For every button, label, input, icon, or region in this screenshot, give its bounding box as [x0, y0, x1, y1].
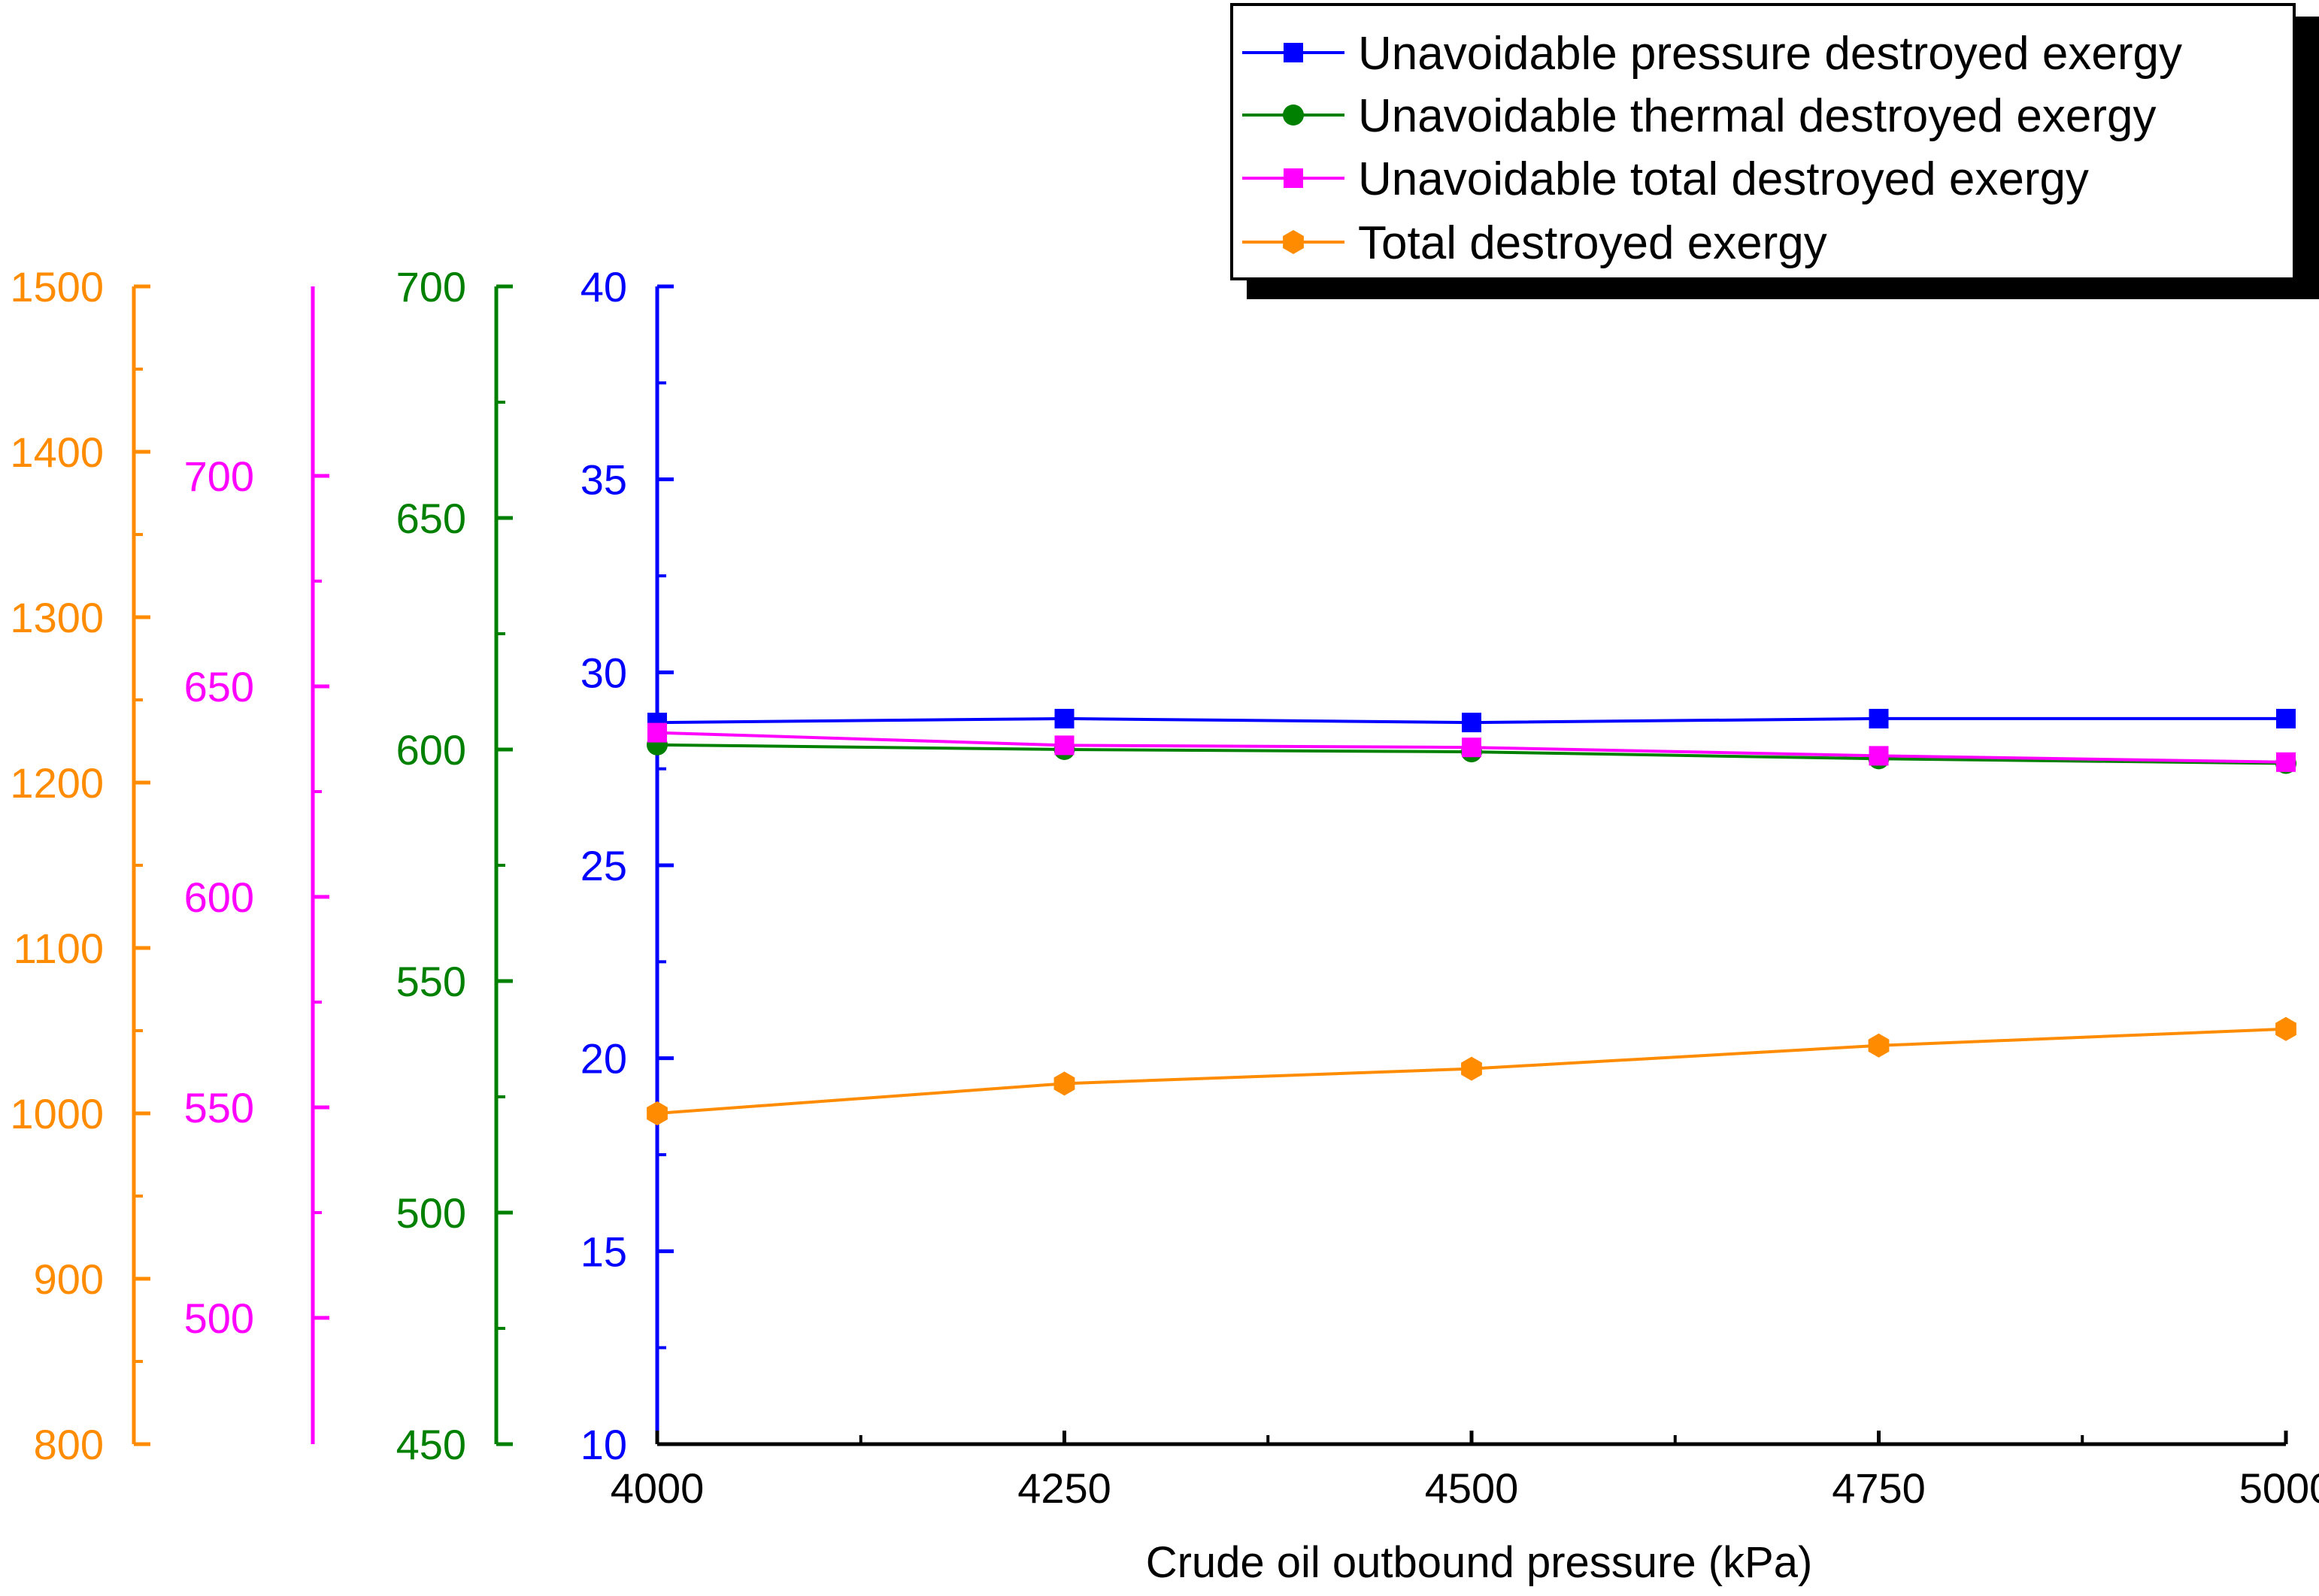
x-tick-label: 4500	[1425, 1464, 1519, 1512]
y-axis-total: 500 550 600 650 700	[184, 286, 329, 1444]
y-tick-label-thermal: 650	[396, 495, 466, 542]
legend-marker-pressure	[1284, 43, 1303, 62]
y-tick-label-total: 650	[184, 663, 254, 710]
legend-label-destroyed: Total destroyed exergy	[1358, 217, 1827, 269]
legend: Unavoidable pressure destroyed exergy Una…	[1230, 3, 2319, 299]
y-tick-label-pressure: 30	[581, 649, 627, 696]
y-tick-label-destroyed: 900	[34, 1255, 104, 1303]
data-point-destroyed	[1053, 1071, 1075, 1096]
axes-layer: 10 15 20 25 30 35 40 450 500 550 600 650 700 500 550 60…	[10, 263, 2319, 1512]
y-tick-label-thermal: 700	[396, 263, 466, 310]
data-point-total	[1462, 737, 1481, 758]
legend-label-total: Unavoidable total destroyed exergy	[1358, 153, 2089, 205]
data-point-pressure	[2276, 708, 2296, 728]
y-axis-pressure: 10 15 20 25 30 35 40	[581, 263, 674, 1468]
y-tick-label-destroyed: 1400	[10, 429, 104, 476]
y-tick-label-total: 600	[184, 874, 254, 921]
legend-marker-thermal	[1283, 104, 1304, 126]
series-total	[647, 722, 2296, 772]
y-tick-label-thermal: 550	[396, 958, 466, 1005]
legend-box	[1230, 3, 2296, 280]
legend-label-thermal: Unavoidable thermal destroyed exergy	[1358, 90, 2156, 142]
x-tick-label: 4250	[1017, 1464, 1111, 1512]
y-axis-destroyed: 800 900 1000 1100 1200 1300 1400 1500	[10, 263, 150, 1468]
data-point-destroyed	[2275, 1016, 2296, 1041]
y-tick-label-thermal: 500	[396, 1189, 466, 1237]
data-point-destroyed	[1461, 1056, 1482, 1081]
y-tick-label-destroyed: 1500	[10, 263, 104, 310]
legend-item-total: Unavoidable total destroyed exergy	[1242, 153, 2089, 205]
y-tick-label-pressure: 20	[581, 1035, 627, 1083]
y-tick-label-destroyed: 1000	[10, 1090, 104, 1137]
data-point-total	[1054, 735, 1075, 756]
series-layer	[647, 708, 2296, 1125]
y-tick-label-total: 500	[184, 1295, 254, 1342]
y-tick-label-pressure: 25	[581, 842, 627, 889]
legend-marker-total	[1284, 168, 1303, 188]
legend-item-destroyed: Total destroyed exergy	[1242, 217, 1827, 269]
data-point-total	[1869, 746, 1889, 766]
y-tick-label-thermal: 450	[396, 1421, 466, 1468]
legend-marker-destroyed	[1283, 230, 1304, 254]
data-point-pressure	[1869, 708, 1889, 728]
y-tick-label-pressure: 40	[581, 263, 627, 310]
legend-item-pressure: Unavoidable pressure destroyed exergy	[1242, 28, 2182, 80]
data-point-pressure	[1054, 708, 1075, 728]
y-tick-label-destroyed: 1300	[10, 594, 104, 641]
y-tick-label-pressure: 15	[581, 1228, 627, 1275]
data-point-destroyed	[647, 1101, 668, 1125]
y-tick-label-destroyed: 800	[34, 1421, 104, 1468]
y-tick-label-thermal: 600	[396, 726, 466, 774]
x-tick-label: 4750	[1832, 1464, 1926, 1512]
x-axis: 4000 4250 4500 4750 5000	[611, 1431, 2319, 1512]
data-point-total	[2276, 752, 2296, 772]
data-point-destroyed	[1868, 1033, 1890, 1058]
data-point-total	[647, 722, 667, 743]
y-tick-label-total: 550	[184, 1084, 254, 1131]
legend-label-pressure: Unavoidable pressure destroyed exergy	[1358, 28, 2182, 80]
legend-items: Unavoidable pressure destroyed exergy Una…	[1242, 28, 2182, 269]
x-tick-label: 4000	[611, 1464, 705, 1512]
series-destroyed	[647, 1016, 2296, 1125]
legend-item-thermal: Unavoidable thermal destroyed exergy	[1242, 90, 2156, 142]
x-axis-title: Crude oil outbound pressure (kPa)	[1146, 1538, 1813, 1587]
y-tick-label-total: 700	[184, 453, 254, 500]
y-tick-label-destroyed: 1100	[14, 925, 104, 972]
data-point-pressure	[1462, 713, 1481, 733]
y-axis-thermal: 450 500 550 600 650 700	[396, 263, 513, 1468]
series-pressure	[647, 708, 2296, 733]
y-tick-label-pressure: 10	[581, 1421, 627, 1468]
y-tick-label-pressure: 35	[581, 456, 627, 504]
y-tick-label-destroyed: 1200	[10, 759, 104, 807]
x-tick-label: 5000	[2239, 1464, 2319, 1512]
